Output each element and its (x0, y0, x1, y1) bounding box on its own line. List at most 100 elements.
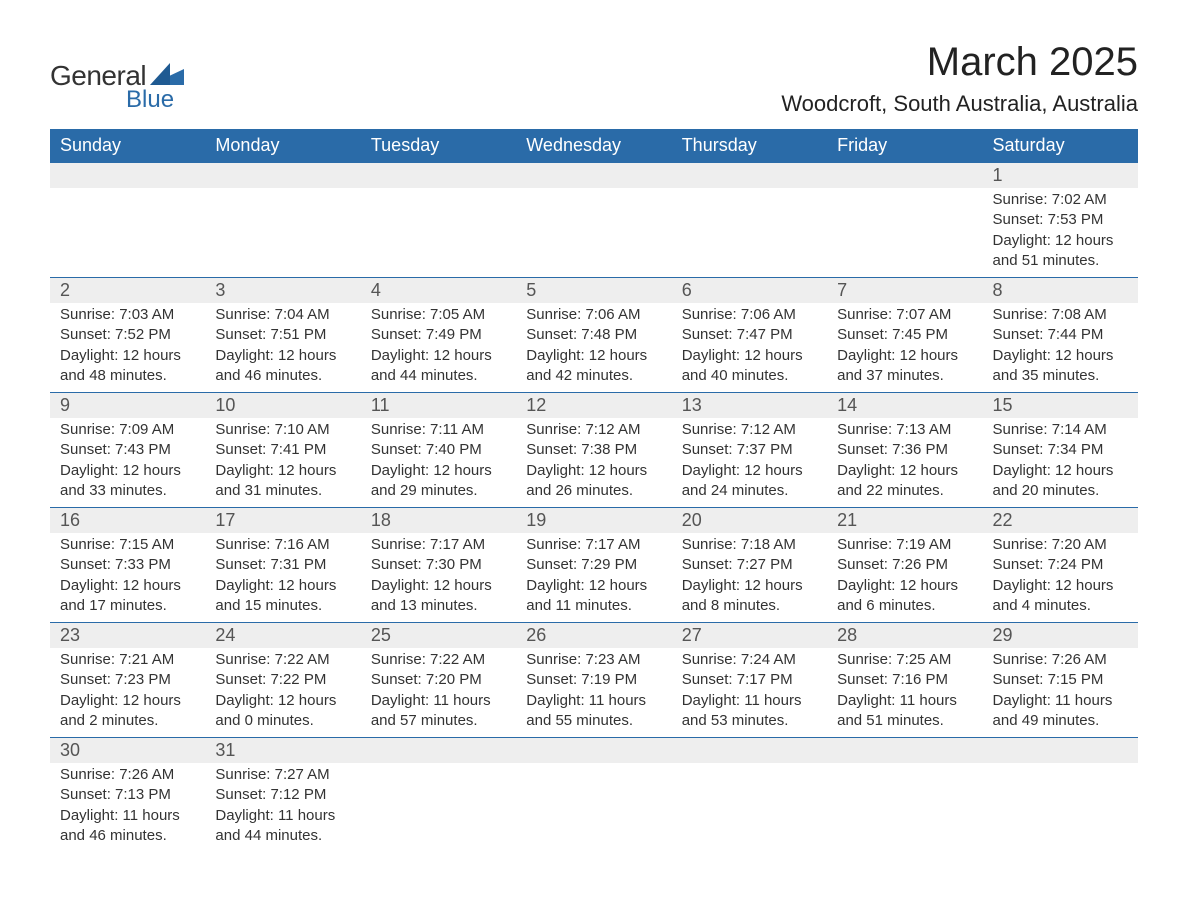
day-line: Daylight: 12 hours (60, 346, 195, 366)
day-number: 10 (205, 393, 360, 418)
day-line: Sunrise: 7:14 AM (993, 420, 1128, 440)
day-line: Sunset: 7:15 PM (993, 670, 1128, 690)
day-line: Daylight: 11 hours (215, 806, 350, 826)
day-line: Sunset: 7:51 PM (215, 325, 350, 345)
day-line: Daylight: 11 hours (682, 691, 817, 711)
day-body: Sunrise: 7:17 AMSunset: 7:29 PMDaylight:… (516, 533, 671, 622)
day-line: and 6 minutes. (837, 596, 972, 616)
day-line: and 33 minutes. (60, 481, 195, 501)
day-number: 5 (516, 278, 671, 303)
day-line: Sunrise: 7:18 AM (682, 535, 817, 555)
day-line: Sunset: 7:33 PM (60, 555, 195, 575)
week-daynum-row: 23242526272829 (50, 623, 1138, 649)
day-body: Sunrise: 7:11 AMSunset: 7:40 PMDaylight:… (361, 418, 516, 507)
day-line: Sunrise: 7:03 AM (60, 305, 195, 325)
day-line: Sunset: 7:23 PM (60, 670, 195, 690)
day-body (827, 188, 982, 258)
day-line: Sunset: 7:29 PM (526, 555, 661, 575)
day-body (827, 763, 982, 833)
day-body (516, 763, 671, 833)
day-line: Sunset: 7:16 PM (837, 670, 972, 690)
day-line: Sunset: 7:26 PM (837, 555, 972, 575)
day-line: Sunset: 7:19 PM (526, 670, 661, 690)
day-number: 23 (50, 623, 205, 648)
weekday-header: Thursday (672, 129, 827, 163)
day-line: and 26 minutes. (526, 481, 661, 501)
day-line: Daylight: 12 hours (682, 346, 817, 366)
day-line: and 15 minutes. (215, 596, 350, 616)
day-line: and 46 minutes. (60, 826, 195, 846)
day-line: Daylight: 12 hours (371, 346, 506, 366)
weekday-header: Wednesday (516, 129, 671, 163)
day-line: and 31 minutes. (215, 481, 350, 501)
day-body: Sunrise: 7:08 AMSunset: 7:44 PMDaylight:… (983, 303, 1138, 392)
day-number: 3 (205, 278, 360, 303)
day-number (983, 738, 1138, 760)
day-line: Daylight: 11 hours (993, 691, 1128, 711)
day-line: Daylight: 12 hours (837, 346, 972, 366)
day-body: Sunrise: 7:05 AMSunset: 7:49 PMDaylight:… (361, 303, 516, 392)
day-line: Sunrise: 7:19 AM (837, 535, 972, 555)
day-line: Daylight: 12 hours (526, 346, 661, 366)
day-line: Daylight: 12 hours (215, 346, 350, 366)
day-body: Sunrise: 7:19 AMSunset: 7:26 PMDaylight:… (827, 533, 982, 622)
day-body: Sunrise: 7:26 AMSunset: 7:15 PMDaylight:… (983, 648, 1138, 737)
day-line: Daylight: 12 hours (215, 461, 350, 481)
week-body-row: Sunrise: 7:02 AMSunset: 7:53 PMDaylight:… (50, 188, 1138, 278)
day-body: Sunrise: 7:03 AMSunset: 7:52 PMDaylight:… (50, 303, 205, 392)
day-body: Sunrise: 7:10 AMSunset: 7:41 PMDaylight:… (205, 418, 360, 507)
day-line: and 51 minutes. (993, 251, 1128, 271)
day-number: 6 (672, 278, 827, 303)
day-line: Sunset: 7:34 PM (993, 440, 1128, 460)
day-line: Sunrise: 7:04 AM (215, 305, 350, 325)
day-body: Sunrise: 7:20 AMSunset: 7:24 PMDaylight:… (983, 533, 1138, 622)
day-line: Daylight: 12 hours (837, 461, 972, 481)
day-body: Sunrise: 7:04 AMSunset: 7:51 PMDaylight:… (205, 303, 360, 392)
day-line: Daylight: 12 hours (682, 461, 817, 481)
day-body: Sunrise: 7:27 AMSunset: 7:12 PMDaylight:… (205, 763, 360, 852)
day-body (516, 188, 671, 258)
day-line: Sunrise: 7:11 AM (371, 420, 506, 440)
week-daynum-row: 3031 (50, 738, 1138, 764)
day-number: 14 (827, 393, 982, 418)
day-line: Sunrise: 7:17 AM (371, 535, 506, 555)
day-body: Sunrise: 7:25 AMSunset: 7:16 PMDaylight:… (827, 648, 982, 737)
day-body: Sunrise: 7:22 AMSunset: 7:22 PMDaylight:… (205, 648, 360, 737)
calendar-body: 1Sunrise: 7:02 AMSunset: 7:53 PMDaylight… (50, 163, 1138, 853)
day-line: and 55 minutes. (526, 711, 661, 731)
day-line: Daylight: 11 hours (371, 691, 506, 711)
day-line: Sunrise: 7:25 AM (837, 650, 972, 670)
day-line: Sunset: 7:44 PM (993, 325, 1128, 345)
day-line: and 22 minutes. (837, 481, 972, 501)
day-number: 25 (361, 623, 516, 648)
day-line: Sunrise: 7:16 AM (215, 535, 350, 555)
day-line: and 46 minutes. (215, 366, 350, 386)
day-line: Sunset: 7:17 PM (682, 670, 817, 690)
day-line: Sunrise: 7:24 AM (682, 650, 817, 670)
week-body-row: Sunrise: 7:15 AMSunset: 7:33 PMDaylight:… (50, 533, 1138, 623)
day-line: Sunrise: 7:21 AM (60, 650, 195, 670)
day-body: Sunrise: 7:24 AMSunset: 7:17 PMDaylight:… (672, 648, 827, 737)
week-daynum-row: 16171819202122 (50, 508, 1138, 534)
day-line: and 17 minutes. (60, 596, 195, 616)
day-line: Daylight: 12 hours (60, 691, 195, 711)
day-line: Sunrise: 7:06 AM (682, 305, 817, 325)
day-number: 28 (827, 623, 982, 648)
day-body: Sunrise: 7:17 AMSunset: 7:30 PMDaylight:… (361, 533, 516, 622)
day-number: 12 (516, 393, 671, 418)
day-line: Daylight: 12 hours (60, 576, 195, 596)
day-line: Sunrise: 7:27 AM (215, 765, 350, 785)
day-line: and 48 minutes. (60, 366, 195, 386)
day-line: Sunset: 7:53 PM (993, 210, 1128, 230)
day-number: 11 (361, 393, 516, 418)
day-line: and 2 minutes. (60, 711, 195, 731)
day-line: and 44 minutes. (215, 826, 350, 846)
week-body-row: Sunrise: 7:03 AMSunset: 7:52 PMDaylight:… (50, 303, 1138, 393)
weekday-header-row: SundayMondayTuesdayWednesdayThursdayFrid… (50, 129, 1138, 163)
day-line: and 53 minutes. (682, 711, 817, 731)
day-line: Sunset: 7:49 PM (371, 325, 506, 345)
day-line: and 37 minutes. (837, 366, 972, 386)
day-body (361, 763, 516, 833)
day-number: 29 (983, 623, 1138, 648)
day-body: Sunrise: 7:12 AMSunset: 7:38 PMDaylight:… (516, 418, 671, 507)
